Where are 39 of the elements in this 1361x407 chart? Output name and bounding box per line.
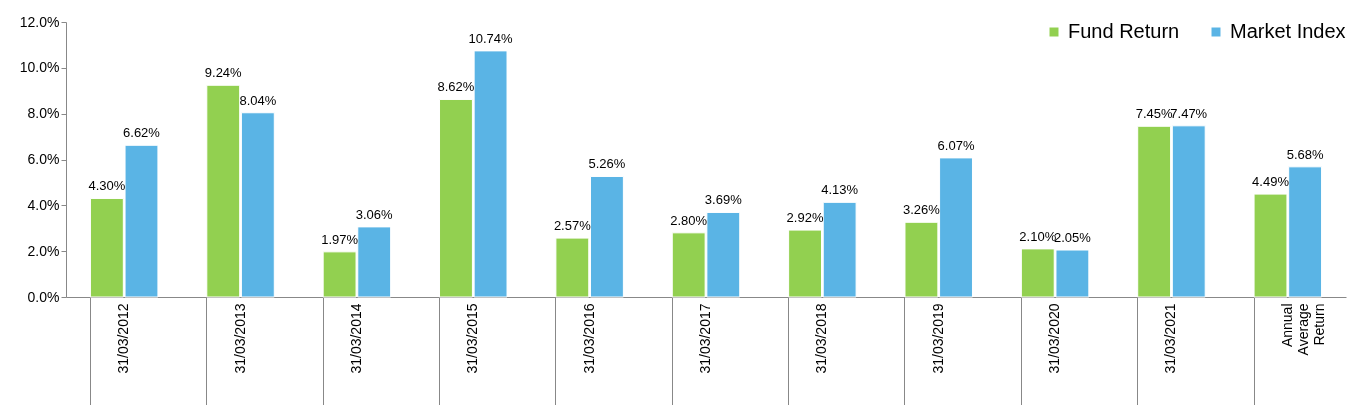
x-tick-label: 31/03/2013 [231,303,248,374]
x-tick-label: 31/03/2015 [464,303,481,374]
x-tick-label: Annual Average Return [1278,303,1327,356]
y-tick-label: 2.0% [27,242,60,259]
data-label: 7.47% [1170,105,1208,121]
x-tick-label: 31/03/2017 [697,303,713,374]
data-label: 8.62% [437,79,475,95]
legend-label: Market Index [1230,20,1346,42]
data-label: 8.04% [239,92,277,108]
x-tick-label: 31/03/2012 [115,303,132,374]
y-tick-label: 12.0% [19,13,60,30]
data-label: 2.57% [553,218,592,234]
data-label: 3.26% [902,202,941,218]
data-label: 9.24% [204,65,243,81]
data-label: 2.92% [786,210,824,226]
y-tick-label: 10.0% [19,59,60,76]
data-label: 4.13% [821,182,859,198]
data-label: 4.30% [88,178,126,194]
data-label: 2.80% [670,212,708,228]
data-label: 6.62% [123,125,161,141]
x-tick-label: 31/03/2016 [580,303,597,374]
data-label: 5.68% [1286,146,1324,162]
data-label: 3.06% [355,206,394,222]
data-label: 6.07% [937,137,975,153]
data-label: 3.69% [704,192,743,208]
x-tick-label: 31/03/2019 [929,303,946,374]
y-tick-label: 8.0% [27,105,60,122]
y-tick-label: 4.0% [27,196,60,213]
legend-label: Fund Return [1068,20,1180,42]
y-tick-label: 6.0% [27,151,60,167]
x-tick-label: 31/03/2014 [347,303,364,374]
x-tick-label: 31/03/2018 [813,303,830,374]
data-label: 10.74% [468,30,514,46]
y-tick-label: 0.0% [27,288,60,305]
data-label: 1.97% [321,231,359,247]
data-label: 5.26% [588,156,626,172]
x-tick-label: 31/03/2021 [1162,303,1179,374]
x-tick-label: 31/03/2020 [1046,303,1063,374]
data-label: 4.49% [1252,174,1290,190]
